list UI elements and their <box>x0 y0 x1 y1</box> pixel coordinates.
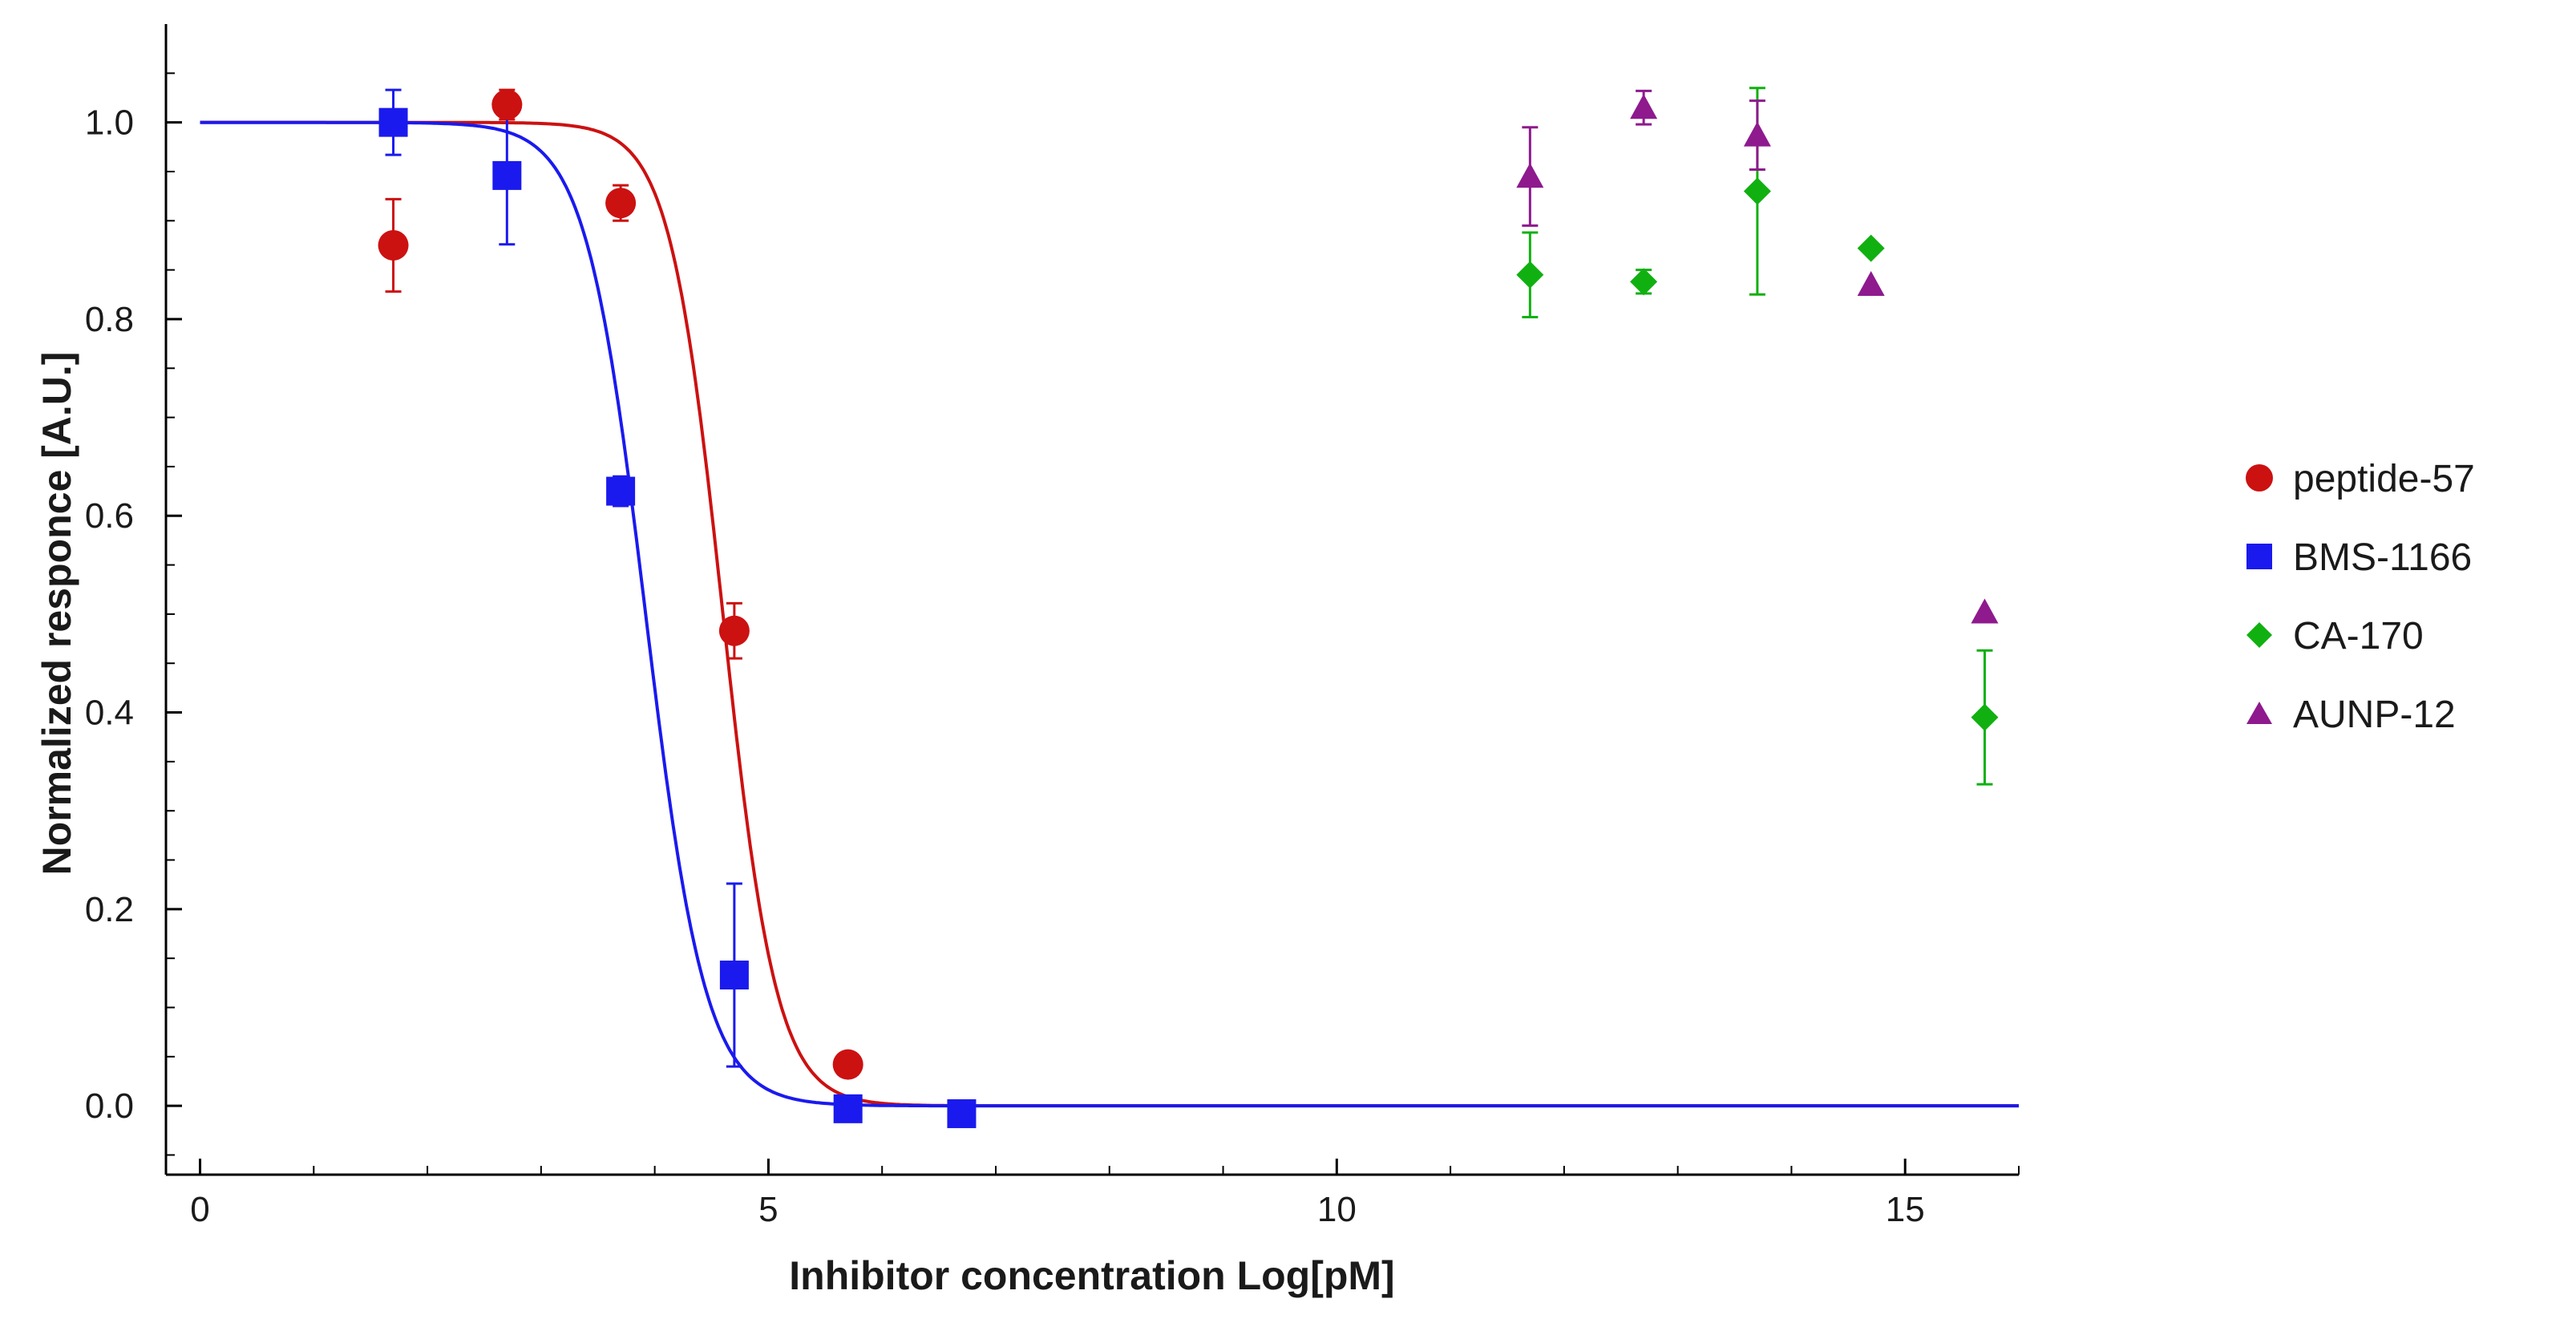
fit-curve-peptide-57 <box>200 120 2019 1108</box>
legend-marker <box>2246 544 2272 569</box>
legend-item-ca-170: CA-170 <box>2246 615 2424 657</box>
legend: peptide-57 BMS-1166 CA-170 AUNP-12 <box>2246 458 2475 736</box>
x-tick-label: 10 <box>1317 1190 1357 1229</box>
data-point-bms-1166 <box>378 107 408 137</box>
fit-curves <box>200 120 2019 1108</box>
y-ticks: 0.0 0.2 0.4 0.6 0.8 1.0 <box>85 72 182 1156</box>
legend-label: AUNP-12 <box>2293 694 2456 736</box>
data-point-peptide-57 <box>605 188 637 219</box>
data-point-aunp-12 <box>1971 598 1999 624</box>
y-tick-label: 0.4 <box>85 694 134 733</box>
data-point-bms-1166 <box>492 160 522 190</box>
data-point-ca-170 <box>1743 177 1771 205</box>
data-point-aunp-12 <box>1630 94 1658 119</box>
data-point-peptide-57 <box>378 229 409 261</box>
legend-item-aunp-12: AUNP-12 <box>2246 694 2456 736</box>
plot-area: 0 5 10 15 0.0 0.2 0.4 0.6 0.8 1.0 <box>85 24 2020 1229</box>
data-point-bms-1166 <box>833 1094 863 1123</box>
data-point-bms-1166 <box>947 1098 977 1128</box>
data-point-ca-170 <box>1971 703 1999 731</box>
fit-curve-bms-1166 <box>200 120 2019 1108</box>
x-axis-title: Inhibitor concentration Log[pM] <box>789 1253 1394 1298</box>
y-tick-label: 0.6 <box>85 496 134 536</box>
x-tick-label: 5 <box>758 1190 778 1229</box>
data-point-aunp-12 <box>1857 271 1885 297</box>
y-tick-label: 1.0 <box>85 103 134 143</box>
legend-label: peptide-57 <box>2293 458 2475 500</box>
x-tick-label: 0 <box>190 1190 209 1229</box>
data-point-peptide-57 <box>491 89 523 120</box>
legend-marker <box>2246 464 2273 492</box>
data-point-peptide-57 <box>832 1049 863 1080</box>
data-point-ca-170 <box>1630 268 1658 296</box>
legend-label: CA-170 <box>2293 615 2424 657</box>
y-tick-label: 0.0 <box>85 1086 134 1126</box>
data-point-ca-170 <box>1857 234 1885 262</box>
legend-item-bms-1166: BMS-1166 <box>2246 536 2472 579</box>
data-point-aunp-12 <box>1516 163 1544 188</box>
data-point-aunp-12 <box>1743 121 1771 147</box>
data-point-ca-170 <box>1516 261 1544 289</box>
y-tick-label: 0.2 <box>85 890 134 929</box>
data-point-peptide-57 <box>718 615 750 646</box>
legend-marker <box>2246 622 2272 648</box>
x-ticks: 0 5 10 15 <box>190 1159 2020 1229</box>
x-tick-label: 15 <box>1886 1190 1925 1229</box>
data-markers <box>378 89 1999 1128</box>
legend-marker <box>2246 702 2272 724</box>
legend-item-peptide-57: peptide-57 <box>2246 458 2475 500</box>
data-point-bms-1166 <box>719 961 749 990</box>
y-axis-title: Normalized responce [A.U.] <box>34 352 79 876</box>
error-bars <box>385 87 1993 1068</box>
y-tick-label: 0.8 <box>85 300 134 339</box>
data-point-bms-1166 <box>606 476 636 506</box>
legend-label: BMS-1166 <box>2293 536 2472 579</box>
